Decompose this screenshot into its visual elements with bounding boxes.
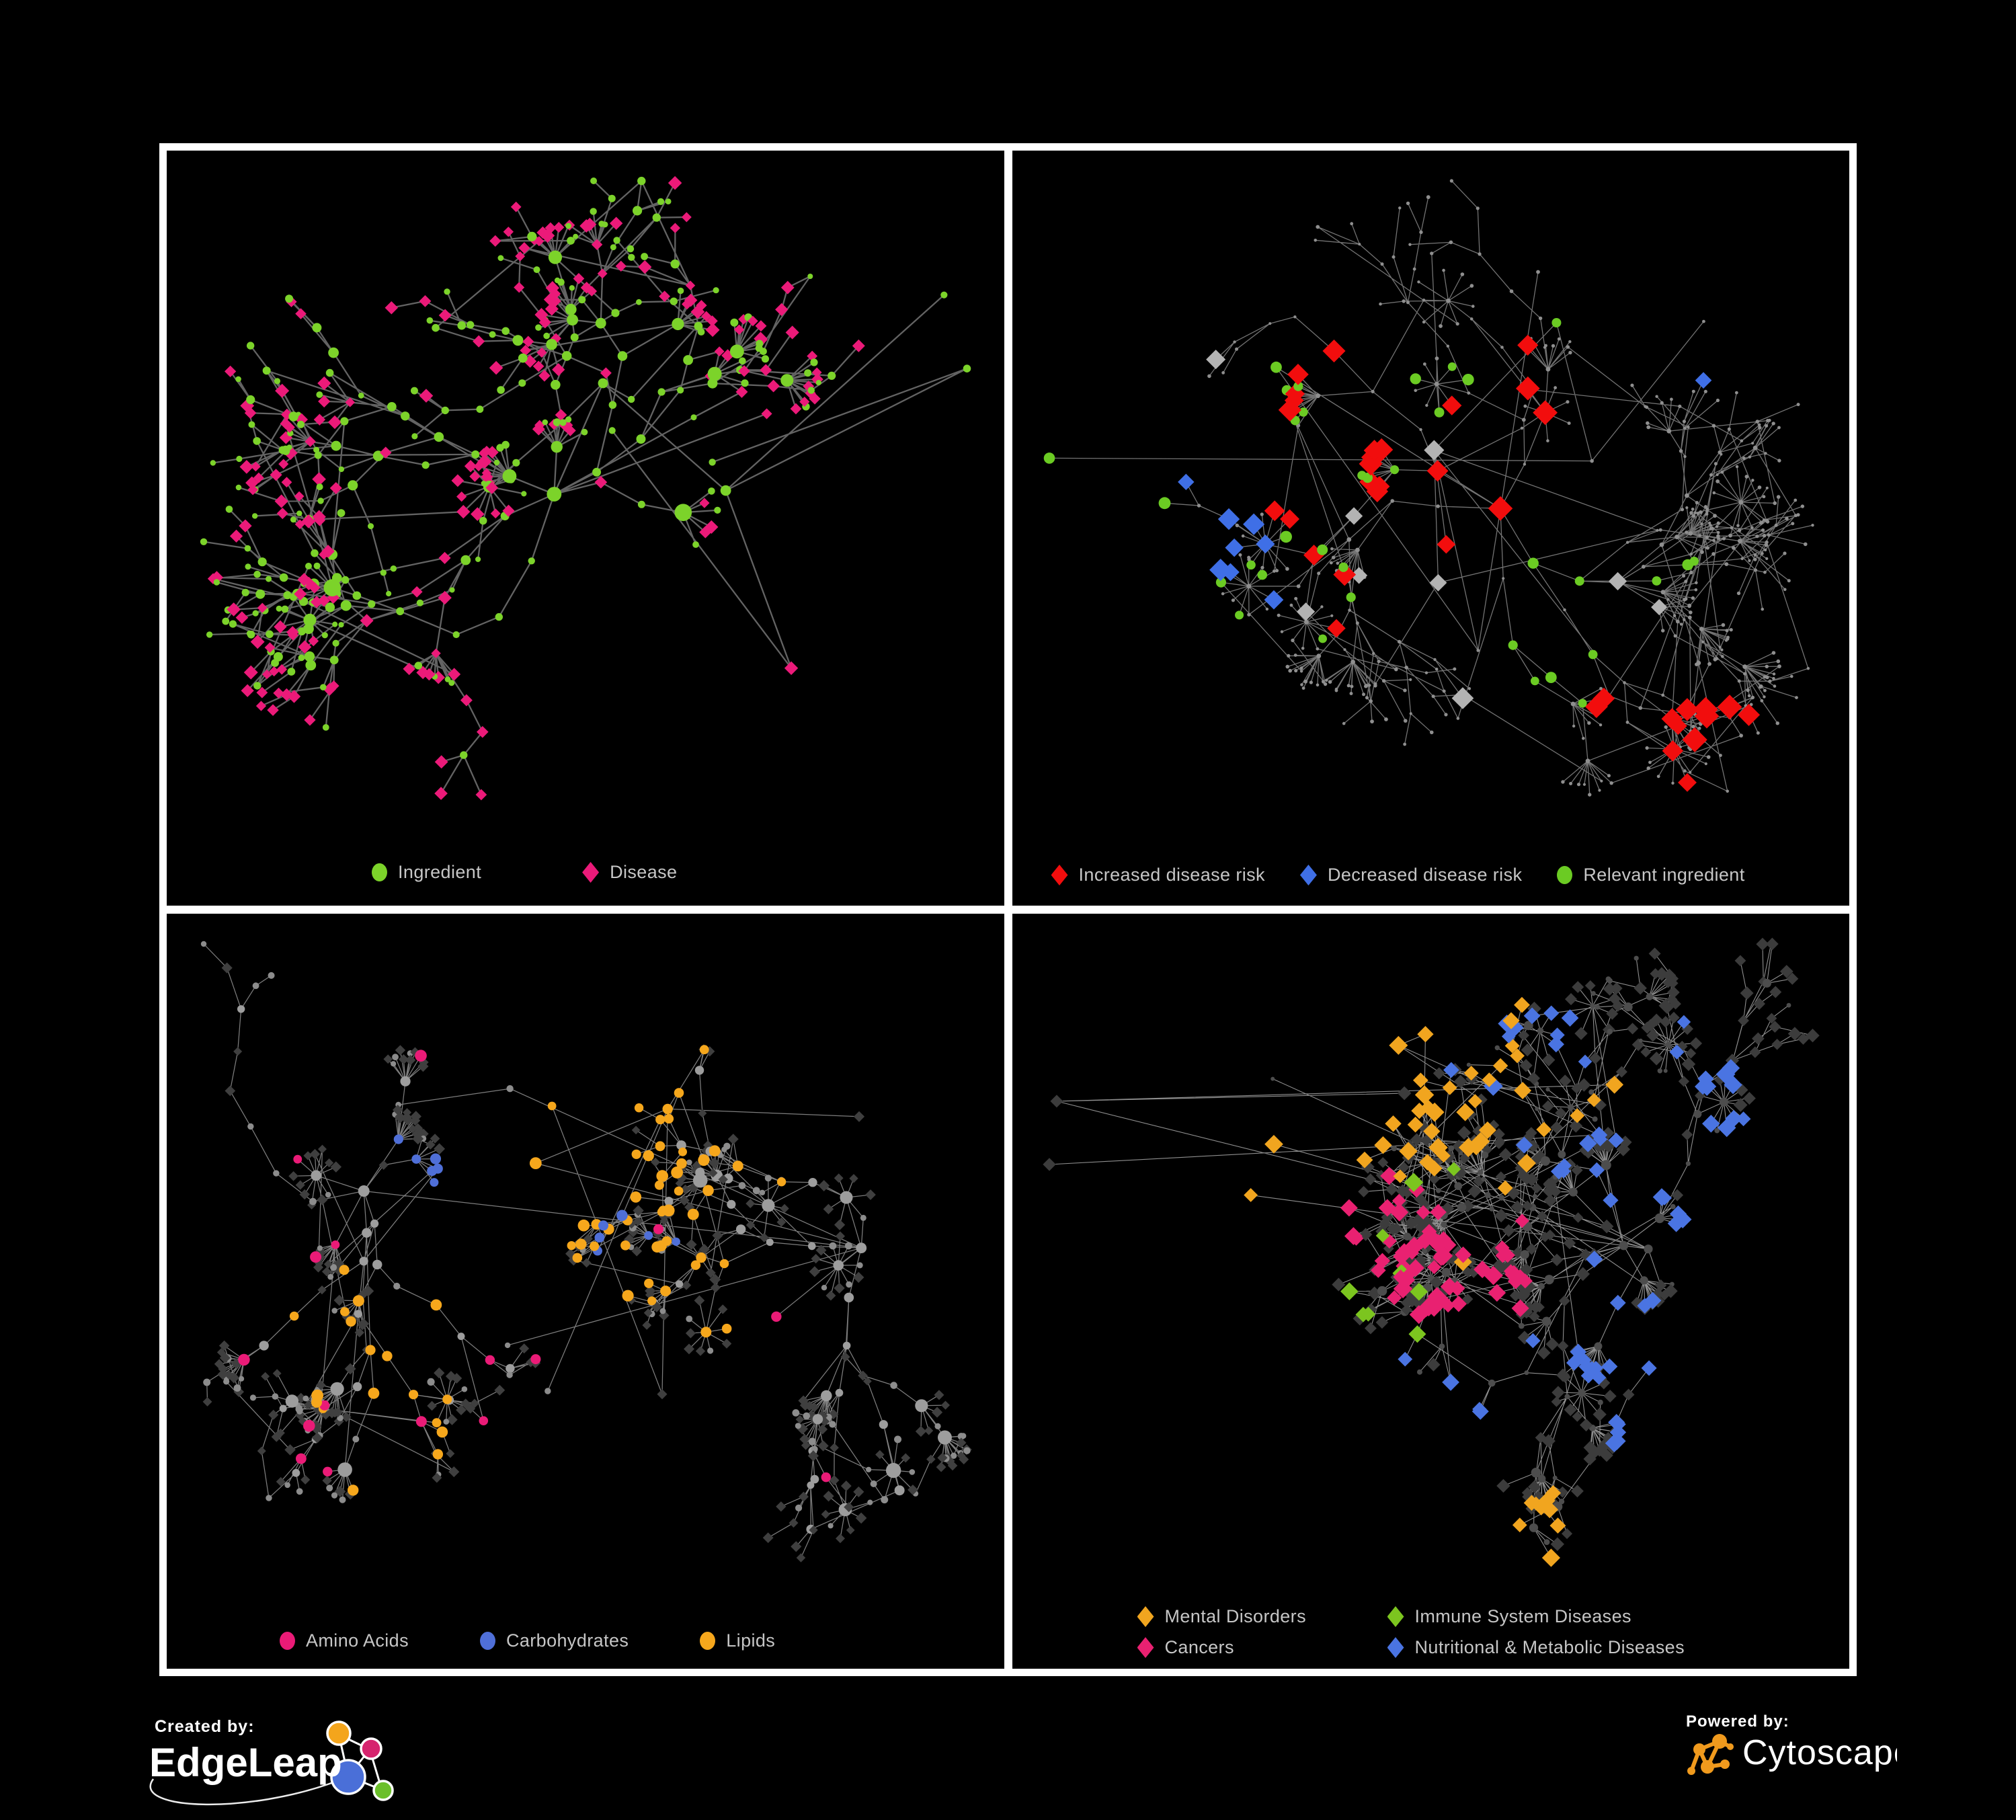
cytoscape-glyph — [1687, 1734, 1734, 1775]
edgeleap-node-green — [372, 1780, 394, 1801]
diamond-marker — [1137, 1637, 1154, 1658]
legend-item: Decreased disease risk — [1299, 865, 1523, 885]
circle-marker — [1557, 866, 1573, 884]
edgeleap-wordmark: EdgeLeap — [149, 1740, 342, 1785]
powered-by-label: Powered by: — [1686, 1712, 1789, 1731]
circle-marker — [280, 1632, 295, 1650]
legend-label: Lipids — [726, 1630, 776, 1651]
edgeleap-node-orange — [326, 1720, 352, 1746]
created-by-label: Created by: — [155, 1717, 255, 1736]
legend-ingredient-disease: Ingredient Disease — [372, 862, 677, 883]
legend-label: Ingredient — [398, 862, 482, 882]
panel-disease-classes: Mental Disorders Immune System Diseases Ca… — [1012, 914, 1849, 1669]
legend-label: Carbohydrates — [506, 1630, 629, 1651]
legend-compound-classes: Amino Acids Carbohydrates Lipids — [280, 1630, 775, 1651]
diamond-marker — [1051, 865, 1068, 885]
panel-disease-risk: Increased disease risk Decreased disease … — [1012, 151, 1849, 906]
legend-disease-risk: Increased disease risk Decreased disease … — [1051, 865, 1745, 885]
compound-class-network-graph — [200, 941, 972, 1562]
cytoscape-logo-graphic: Powered by: Cytoscape — [1686, 1712, 1913, 1775]
legend-label: Disease — [610, 862, 678, 882]
panel-grid: Ingredient Disease Increased disease risk… — [159, 143, 1857, 1676]
panel-ingredient-disease: Ingredient Disease — [167, 151, 1004, 906]
diamond-marker — [1137, 1606, 1154, 1627]
edgeleap-logo-graphic: Created by: EdgeLeap — [149, 1717, 394, 1806]
diamond-marker — [1387, 1606, 1404, 1627]
circle-marker — [700, 1632, 716, 1650]
disease-risk-network-graph — [1043, 179, 1814, 797]
legend-item: Increased disease risk — [1051, 865, 1265, 885]
diamond-marker — [1387, 1637, 1404, 1658]
legend-label: Cancers — [1164, 1637, 1234, 1657]
legend-disease-classes: Mental Disorders Immune System Diseases Ca… — [1137, 1606, 1685, 1658]
legend-item: Cancers — [1137, 1637, 1387, 1658]
legend-item: Nutritional & Metabolic Diseases — [1387, 1637, 1685, 1658]
legend-label: Decreased disease risk — [1327, 865, 1523, 885]
circle-marker — [372, 863, 387, 881]
legend-item: Relevant ingredient — [1557, 865, 1744, 885]
legend-item: Disease — [582, 862, 677, 883]
legend-item: Immune System Diseases — [1387, 1606, 1685, 1627]
legend-item: Mental Disorders — [1137, 1606, 1387, 1627]
legend-label: Relevant ingredient — [1583, 865, 1745, 885]
edgeleap-node-blue — [330, 1759, 366, 1795]
legend-item: Amino Acids — [280, 1630, 409, 1651]
edgeleap-node-magenta — [360, 1737, 382, 1760]
panel-compound-classes: Amino Acids Carbohydrates Lipids — [167, 914, 1004, 1669]
edgeleap-logo: Created by: EdgeLeap — [140, 1709, 429, 1820]
legend-label: Increased disease risk — [1078, 865, 1265, 885]
circle-marker — [479, 1632, 495, 1650]
legend-label: Mental Disorders — [1164, 1606, 1306, 1626]
legend-label: Amino Acids — [306, 1630, 409, 1651]
legend-item: Ingredient — [372, 862, 481, 883]
legend-item: Carbohydrates — [479, 1630, 629, 1651]
legend-label: Immune System Diseases — [1414, 1606, 1631, 1626]
diamond-marker — [1299, 865, 1317, 885]
legend-label: Nutritional & Metabolic Diseases — [1414, 1637, 1685, 1657]
cytoscape-logo: Powered by: Cytoscape — [1675, 1708, 1913, 1798]
cytoscape-wordmark: Cytoscape — [1742, 1733, 1897, 1772]
legend-item: Lipids — [700, 1630, 775, 1651]
disease-class-network-graph — [1042, 937, 1820, 1567]
edgeleap-swoosh — [149, 1778, 339, 1806]
diamond-marker — [582, 862, 600, 883]
ingredient-disease-network-graph — [200, 175, 971, 801]
